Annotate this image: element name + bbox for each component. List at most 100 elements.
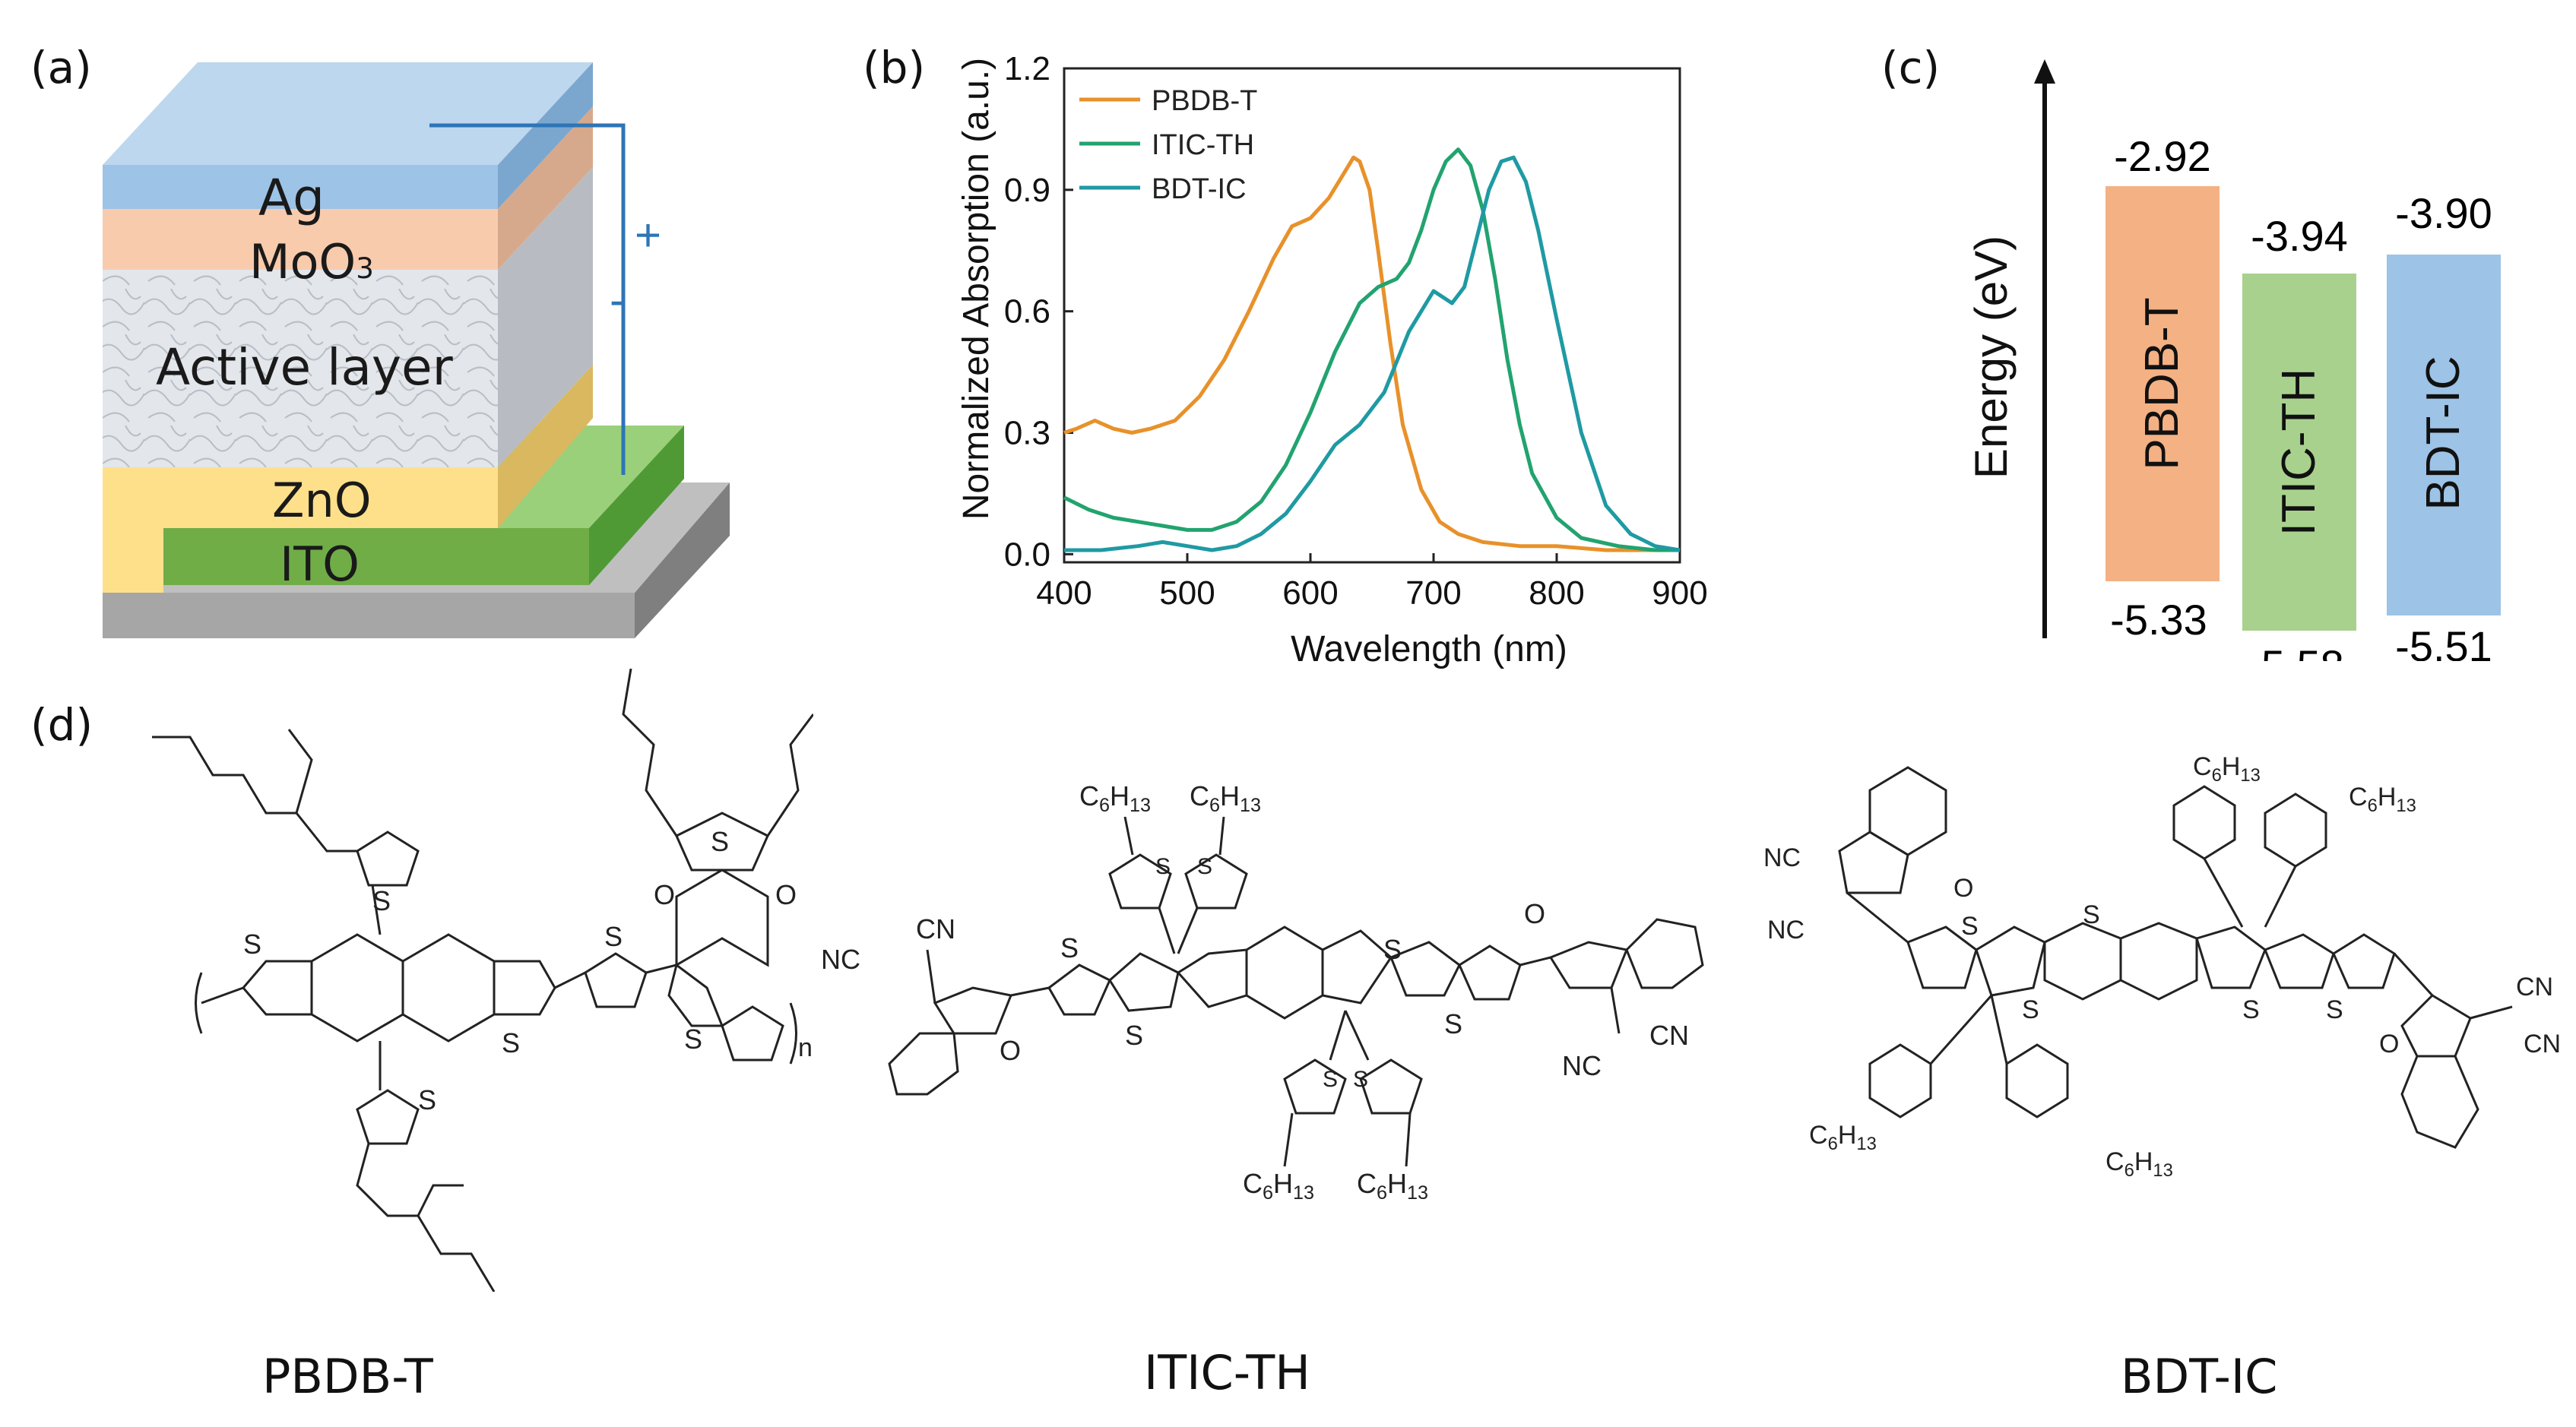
y-tick-label-4: 1.2 — [1004, 50, 1050, 87]
bdtic-cn-1: CN — [2516, 973, 2553, 1001]
legend-label-PBDB-T: PBDB-T — [1152, 85, 1257, 117]
panel-label-b: (b) — [863, 42, 926, 93]
bar-itic-lumo: -3.94 — [2251, 212, 2348, 260]
pbdbt-o-1: O — [654, 879, 675, 910]
bar-pbdbt — [2105, 186, 2220, 581]
abs-ylabel: Normalized Absorption (a.u.) — [956, 58, 996, 520]
glass-substrate-front — [103, 593, 635, 638]
series-line-BDT-IC — [1064, 155, 1681, 552]
layer-label-ag: Ag — [258, 169, 325, 227]
panel-label-a: (a) — [30, 42, 92, 93]
series-line-ITIC-TH — [1063, 147, 1680, 552]
moo3-side — [498, 106, 593, 270]
absorption-chart: 400 500 600 700 800 900 0.0 0.3 0.6 0.9 1.2 PBDB-T I… — [956, 50, 1708, 669]
legend-label-ITIC-TH: ITIC-TH — [1152, 129, 1254, 161]
pbdbt-s-4: S — [418, 1084, 436, 1115]
pbdbt-s-2: S — [243, 929, 261, 960]
mol-name-itic-th: ITIC-TH — [1144, 1345, 1310, 1400]
itic-s-7: S — [1323, 1067, 1338, 1092]
active-side — [498, 167, 593, 467]
bar-bdtic-name: BDT-IC — [2417, 356, 2470, 510]
layer-label-zno: ZnO — [272, 473, 372, 528]
ito-side — [589, 426, 684, 585]
itic-s-4: S — [1444, 1008, 1462, 1039]
bar-pbdbt-lumo: -2.92 — [2114, 132, 2211, 180]
moo3-layer — [103, 209, 498, 270]
bar-bdtic-lumo: -3.90 — [2395, 189, 2492, 237]
bar-bdtic-homo: -5.51 — [2395, 622, 2492, 661]
bdtic-s-2: S — [2022, 995, 2039, 1024]
itic-s-6: S — [1197, 854, 1212, 879]
itic-s-1: S — [1060, 932, 1079, 963]
bdtic-c6h13-3: C6H13 — [1809, 1121, 1877, 1154]
minus-sign: - — [610, 274, 625, 325]
bdtic-s-5: S — [2326, 995, 2343, 1024]
x-tick-label-500: 500 — [1159, 574, 1215, 612]
ag-side — [498, 62, 593, 209]
x-tick-label-900: 900 — [1652, 574, 1707, 612]
itic-nc-2: NC — [1562, 1050, 1602, 1081]
plus-sign: + — [635, 210, 661, 261]
structure-pbdbt: S S S S S O O S S S n — [152, 669, 813, 1292]
itic-nc-1: NC — [821, 944, 860, 975]
pbdbt-s-3: S — [502, 1027, 520, 1058]
y-tick-label-2: 0.6 — [1004, 293, 1050, 331]
ito-layer — [163, 528, 589, 585]
pbdbt-s-6: S — [684, 1024, 702, 1055]
energy-diagram: Energy (eV) PBDB-T -2.92 -5.33 ITIC-TH -… — [1966, 59, 2501, 661]
series-line-PBDB-T — [1063, 155, 1680, 552]
bdtic-s-4: S — [2242, 995, 2260, 1024]
bdtic-o-2: O — [2379, 1030, 2399, 1058]
y-tick-label-0: 0.0 — [1004, 536, 1050, 573]
itic-c6h13-2: C6H13 — [1190, 780, 1261, 816]
x-tick-label-600: 600 — [1282, 574, 1338, 612]
bdtic-c6h13-2: C6H13 — [2349, 783, 2416, 816]
pbdbt-o-2: O — [775, 879, 797, 910]
bdtic-s-1: S — [1961, 912, 1979, 941]
bar-itic — [2242, 274, 2356, 631]
layer-label-active: Active layer — [156, 338, 453, 397]
mol-name-pbdbt: PBDB-T — [262, 1349, 433, 1404]
layer-label-moo3: MoO3 — [249, 234, 374, 290]
bar-itic-name: ITIC-TH — [2273, 369, 2325, 536]
pbdbt-n: n — [798, 1033, 813, 1062]
x-tick-label-700: 700 — [1405, 574, 1461, 612]
itic-cn-1: CN — [916, 913, 955, 944]
abs-xlabel: Wavelength (nm) — [1291, 629, 1567, 669]
panel-label-c: (c) — [1881, 42, 1941, 93]
itic-s-3: S — [1383, 934, 1402, 965]
mol-name-bdt-ic: BDT-IC — [2121, 1349, 2278, 1404]
itic-c6h13-1: C6H13 — [1079, 780, 1151, 816]
bdtic-nc-2: NC — [1767, 916, 1804, 944]
active-layer — [103, 270, 498, 467]
wire — [429, 123, 626, 475]
ag-layer — [103, 165, 498, 209]
bdtic-c6h13-4: C6H13 — [2105, 1147, 2173, 1181]
pbdbt-s-5: S — [604, 921, 623, 952]
legend-label-BDT-IC: BDT-IC — [1152, 173, 1247, 205]
itic-s-2: S — [1125, 1020, 1143, 1051]
energy-axis-arrow-icon — [2034, 59, 2055, 84]
itic-c6h13-3: C6H13 — [1243, 1168, 1314, 1204]
bdtic-o-1: O — [1953, 874, 1973, 903]
itic-c6h13-4: C6H13 — [1357, 1168, 1428, 1204]
y-tick-label-1: 0.3 — [1004, 415, 1050, 452]
bdtic-c6h13-1: C6H13 — [2193, 752, 2261, 786]
plot-frame — [1063, 67, 1681, 564]
bdtic-nc-1: NC — [1763, 843, 1801, 872]
bdtic-s-3: S — [2083, 900, 2100, 929]
itic-cn-2: CN — [1649, 1020, 1689, 1051]
structure-bdt-ic: O NC NC S S S S S O CN CN C6H13 C6H13 C6… — [1763, 752, 2561, 1181]
panel-label-d: (d) — [30, 699, 93, 751]
layer-label-ito: ITO — [280, 536, 360, 592]
pbdbt-s-7: S — [711, 826, 729, 857]
ag-top — [103, 62, 593, 165]
bar-itic-homo: -5.58 — [2247, 641, 2344, 661]
x-tick-label-800: 800 — [1529, 574, 1584, 612]
itic-o-2: O — [1524, 898, 1545, 929]
zno-layer — [103, 467, 498, 528]
itic-s-5: S — [1155, 854, 1171, 879]
itic-s-8: S — [1353, 1067, 1368, 1092]
itic-o-1: O — [1000, 1035, 1021, 1066]
bar-bdtic — [2387, 255, 2501, 615]
